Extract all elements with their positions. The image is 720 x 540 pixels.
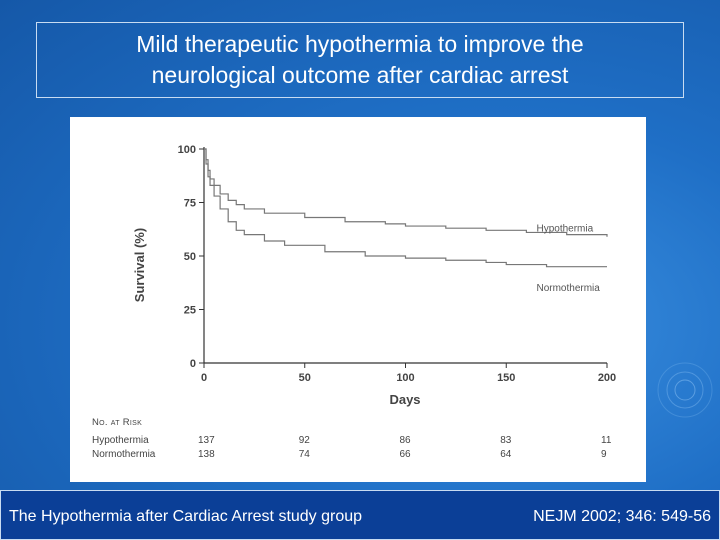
x-axis-ticks: 0 50 100 150 200 xyxy=(201,363,616,384)
risk-cell: 83 xyxy=(500,435,512,446)
risk-cell: 137 xyxy=(198,435,215,446)
risk-cell: 9 xyxy=(601,449,607,460)
footer-study-group: The Hypothermia after Cardiac Arrest stu… xyxy=(9,508,363,525)
risk-row-label: Normothermia xyxy=(92,449,156,460)
risk-cell: 66 xyxy=(400,449,412,460)
y-tick-label: 0 xyxy=(190,358,196,370)
title-line-1: Mild therapeutic hypothermia to improve … xyxy=(136,31,584,57)
y-tick-label: 50 xyxy=(184,251,196,263)
risk-cell: 74 xyxy=(299,449,311,460)
y-tick-label: 75 xyxy=(184,198,196,210)
risk-cell: 92 xyxy=(299,435,311,446)
x-tick-label: 0 xyxy=(201,372,207,384)
risk-cell: 138 xyxy=(198,449,215,460)
y-tick-label: 100 xyxy=(178,144,196,156)
footer-citation: NEJM 2002; 346: 549-56 xyxy=(533,508,711,525)
y-axis-label: Survival (%) xyxy=(132,228,147,302)
x-axis-label: Days xyxy=(389,392,420,407)
risk-cell: 11 xyxy=(601,435,612,446)
risk-cell: 64 xyxy=(500,449,512,460)
y-axis-ticks: 0 25 50 75 100 xyxy=(178,144,204,370)
series-line-normothermia xyxy=(204,148,607,268)
risk-row-label: Hypothermia xyxy=(92,435,149,446)
title-line-2: neurological outcome after cardiac arres… xyxy=(151,62,569,88)
risk-cell: 86 xyxy=(400,435,412,446)
series-label-hypothermia: Hypothermia xyxy=(536,224,593,235)
x-tick-label: 150 xyxy=(497,372,515,384)
x-tick-label: 100 xyxy=(396,372,414,384)
survival-chart: 0 25 50 75 100 0 50 100 150 200 Survival (%) Day… xyxy=(92,144,616,460)
x-tick-label: 200 xyxy=(598,372,616,384)
slide-footer: The Hypothermia after Cardiac Arrest stu… xyxy=(0,490,720,540)
risk-table: No. at Risk Hypothermia 137 92 86 83 11 Normoth… xyxy=(92,417,612,460)
slide-title: Mild therapeutic hypothermia to improve … xyxy=(36,22,684,98)
risk-table-header: No. at Risk xyxy=(92,417,142,428)
y-tick-label: 25 xyxy=(184,305,196,317)
series-labels: Hypothermia Normothermia xyxy=(536,224,600,294)
survival-figure: 0 25 50 75 100 0 50 100 150 200 Survival (%) Day… xyxy=(70,117,646,482)
series-lines xyxy=(204,148,608,268)
series-label-normothermia: Normothermia xyxy=(536,283,600,294)
x-tick-label: 50 xyxy=(299,372,311,384)
decorative-swirl-icon xyxy=(657,362,713,418)
chart-axes xyxy=(203,147,607,364)
